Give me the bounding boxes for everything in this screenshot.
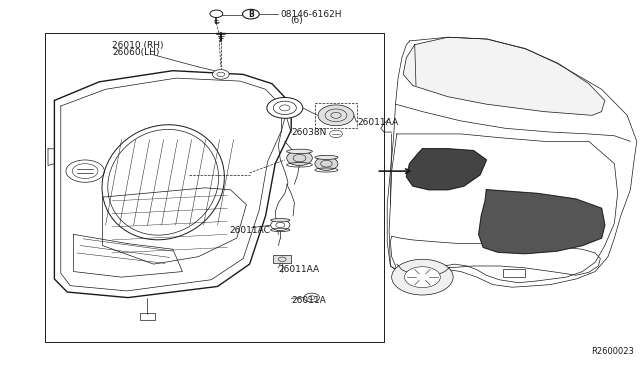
Circle shape [315, 157, 338, 170]
Text: 26011AA: 26011AA [357, 118, 398, 126]
Text: B: B [248, 10, 253, 19]
Ellipse shape [287, 149, 312, 154]
Bar [273, 255, 291, 263]
Text: 26011A: 26011A [291, 296, 326, 305]
Circle shape [243, 9, 259, 19]
Circle shape [212, 70, 229, 79]
Text: 26011AA: 26011AA [278, 265, 319, 274]
Bar [503, 269, 525, 277]
Circle shape [404, 267, 440, 288]
Bar [45, 33, 384, 342]
Circle shape [210, 10, 223, 17]
Text: 08146-6162H: 08146-6162H [280, 10, 342, 19]
Text: 26060(LH): 26060(LH) [112, 48, 159, 57]
Circle shape [318, 105, 354, 126]
Circle shape [271, 219, 290, 231]
Circle shape [392, 259, 453, 295]
Text: R2600023: R2600023 [591, 347, 634, 356]
Polygon shape [479, 190, 605, 254]
Bar [315, 103, 357, 128]
Circle shape [287, 151, 312, 166]
Circle shape [267, 97, 303, 118]
Text: 26038N: 26038N [291, 128, 326, 137]
Polygon shape [403, 37, 605, 115]
Text: 26011AC: 26011AC [229, 226, 270, 235]
Ellipse shape [271, 219, 290, 222]
Text: 26010 (RH): 26010 (RH) [112, 41, 163, 50]
Text: (6): (6) [290, 16, 303, 25]
Bar [140, 313, 155, 320]
Polygon shape [406, 149, 486, 190]
Ellipse shape [315, 155, 338, 160]
